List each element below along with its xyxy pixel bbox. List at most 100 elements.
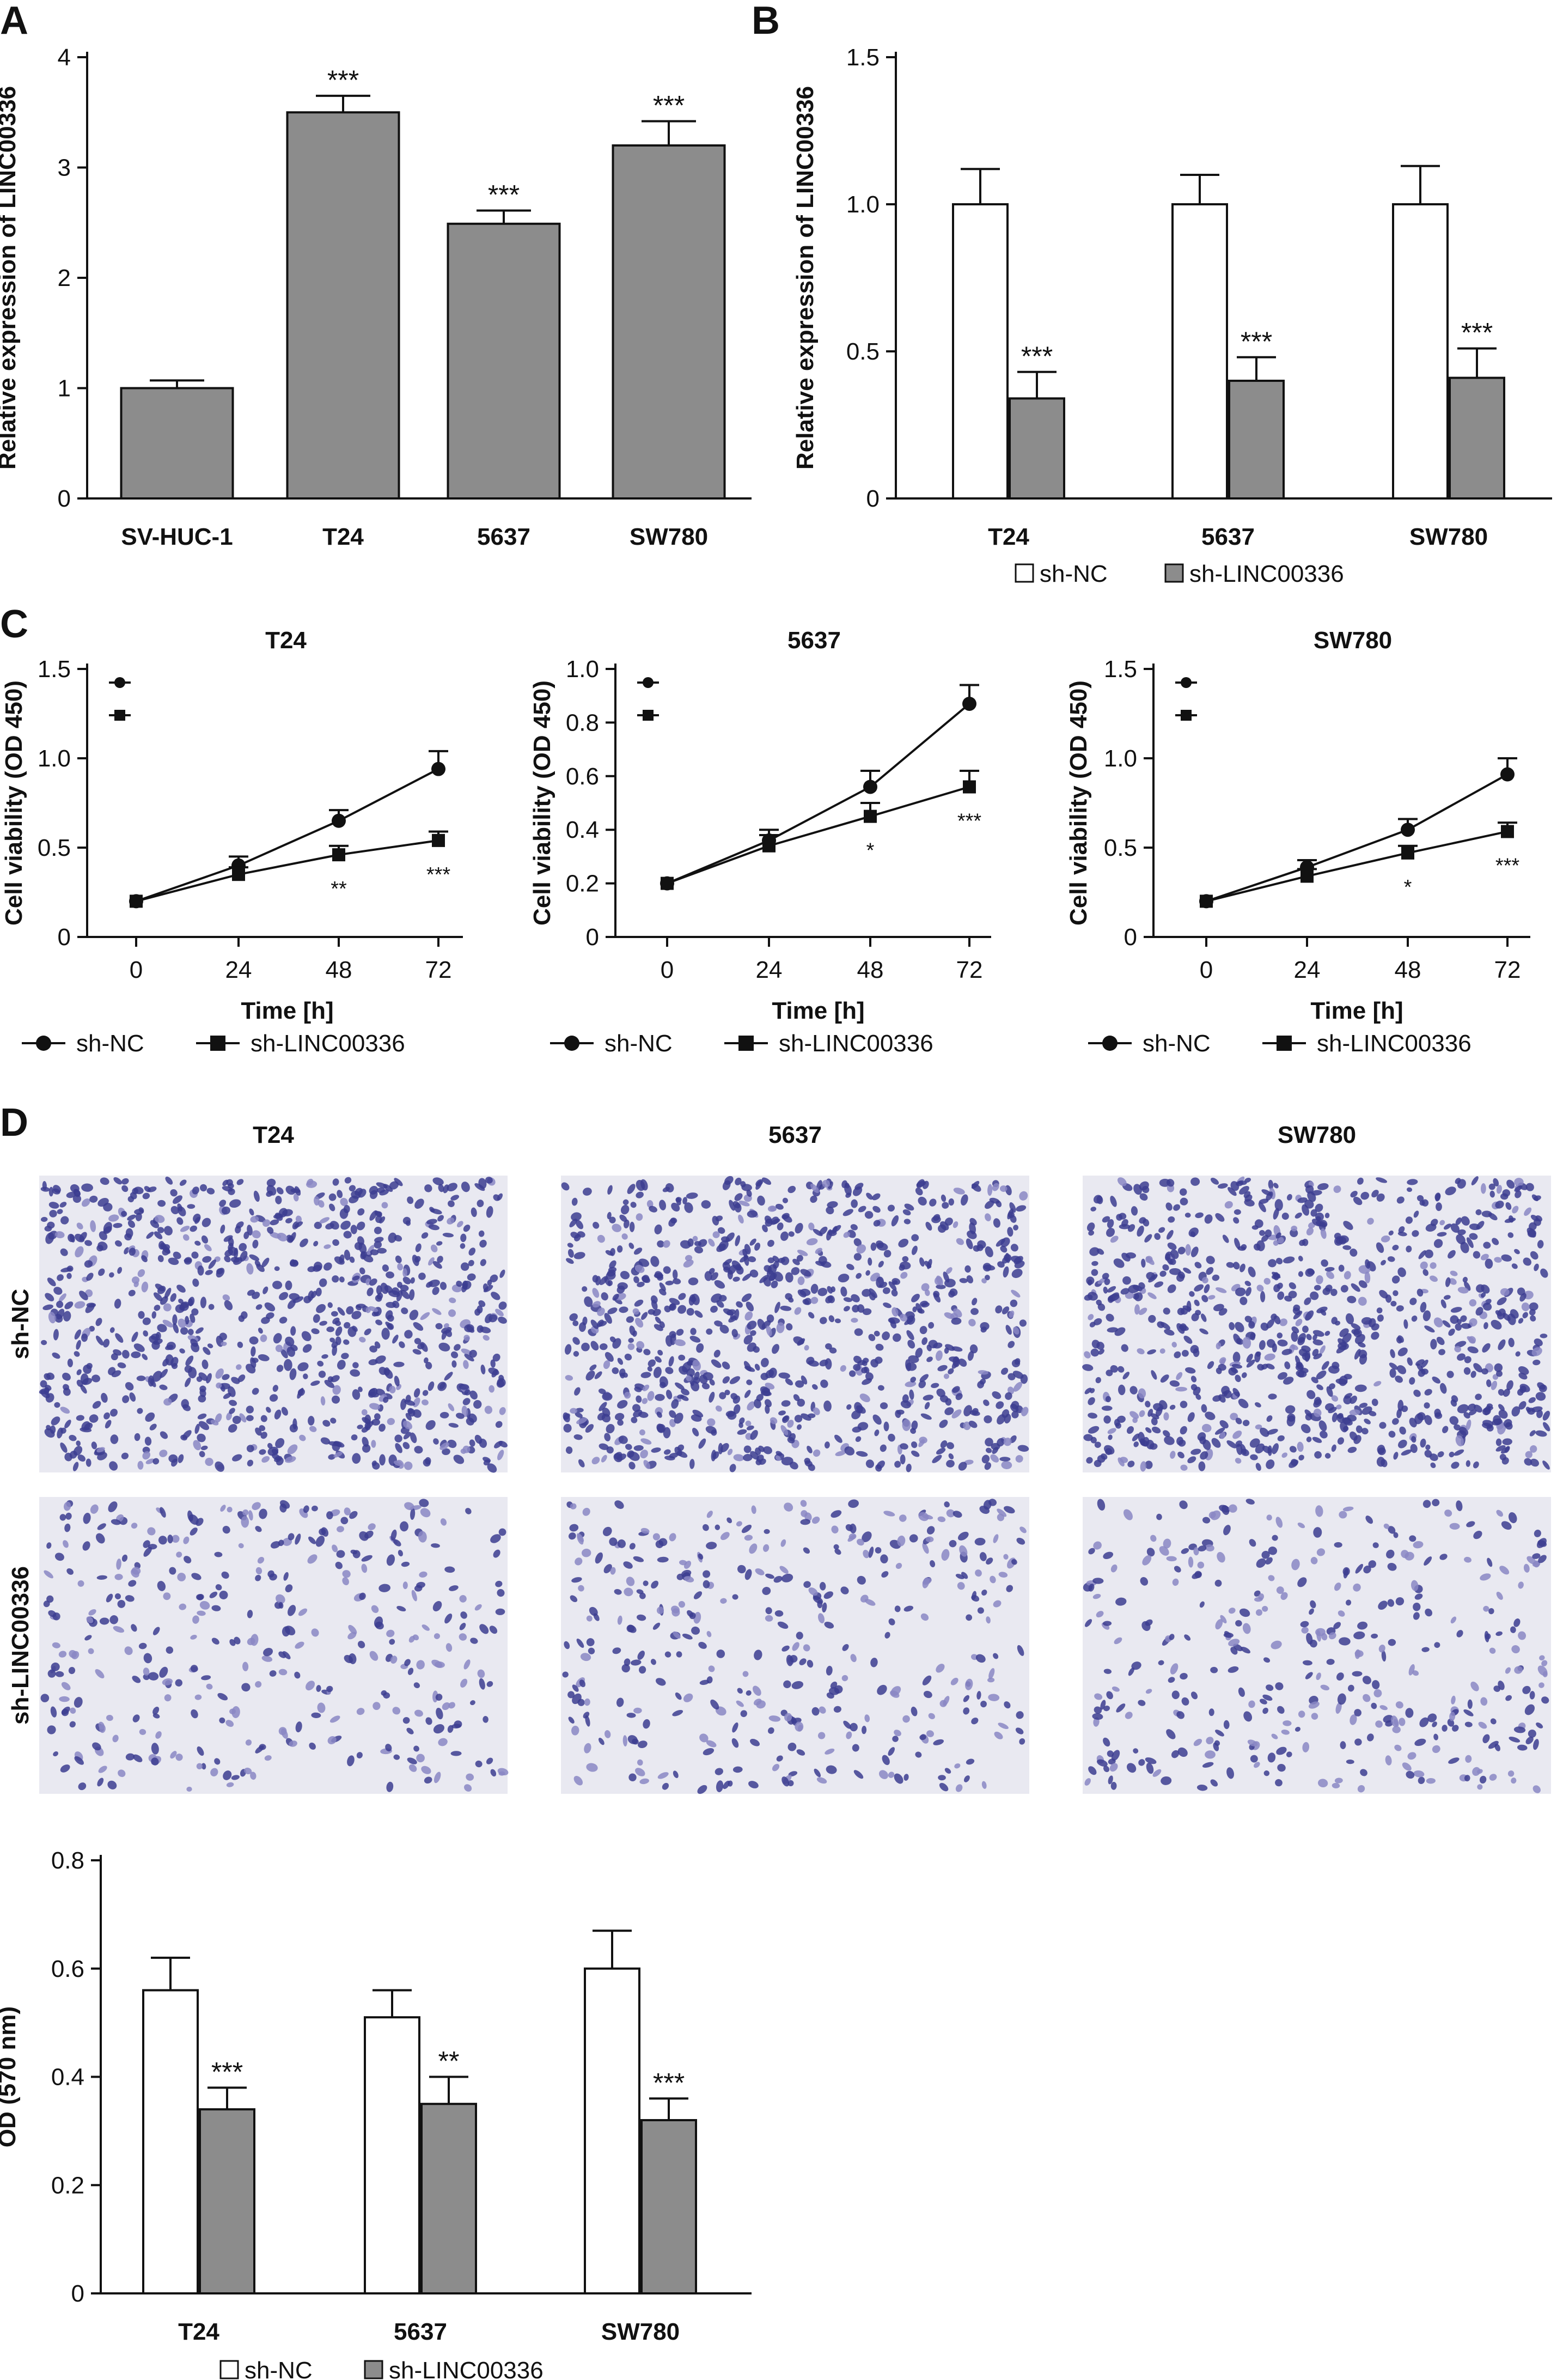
stained-cell — [651, 1580, 659, 1589]
stained-cell — [420, 1508, 431, 1518]
stained-cell — [754, 1649, 762, 1660]
stained-cell — [1498, 1339, 1506, 1350]
stained-cell — [162, 1247, 170, 1256]
stained-cell — [1218, 1308, 1228, 1316]
x-tick-label: 48 — [1395, 957, 1421, 983]
stained-cell — [742, 1273, 752, 1281]
stained-cell — [1449, 1523, 1460, 1530]
stained-cell — [957, 1531, 969, 1541]
stained-cell — [160, 1243, 167, 1250]
stained-cell — [261, 1317, 270, 1324]
stained-cell — [729, 1464, 736, 1472]
stained-cell — [816, 1777, 827, 1784]
stained-cell — [95, 1669, 105, 1678]
stained-cell — [726, 1517, 732, 1524]
stained-cell — [732, 1594, 738, 1600]
stained-cell — [1159, 1348, 1165, 1354]
stained-cell — [627, 1624, 637, 1633]
stained-cell — [1439, 1220, 1445, 1226]
y-tick-label: 1.5 — [38, 656, 71, 683]
stained-cell — [1320, 1220, 1328, 1227]
stained-cell — [1179, 1500, 1188, 1509]
stained-cell — [826, 1765, 837, 1774]
stained-cell — [493, 1194, 500, 1201]
stained-cell — [856, 1451, 868, 1457]
stained-cell — [815, 1261, 825, 1267]
stained-cell — [1165, 1253, 1171, 1261]
stained-cell — [1543, 1422, 1550, 1432]
stained-cell — [775, 1455, 781, 1461]
stained-cell — [1259, 1229, 1265, 1236]
stained-cell — [963, 1707, 970, 1715]
stained-cell — [653, 1366, 662, 1378]
stained-cell — [190, 1313, 196, 1323]
stained-cell — [565, 1375, 573, 1381]
y-tick-label: 3 — [58, 155, 71, 181]
stained-cell — [317, 1360, 324, 1367]
stained-cell — [759, 1458, 766, 1465]
stained-cell — [1177, 1307, 1185, 1316]
stained-cell — [1402, 1762, 1412, 1771]
stained-cell — [997, 1508, 1007, 1517]
stained-cell — [1534, 1195, 1541, 1201]
stained-cell — [772, 1256, 780, 1263]
stained-cell — [202, 1218, 211, 1227]
stained-cell — [787, 1436, 795, 1444]
stained-cell — [582, 1188, 592, 1196]
stained-cell — [569, 1219, 577, 1228]
stained-cell — [1490, 1718, 1497, 1725]
stained-cell — [1392, 1245, 1399, 1251]
stained-cell — [1360, 1191, 1370, 1200]
stained-cell — [1241, 1372, 1247, 1378]
stained-cell — [375, 1294, 382, 1302]
stained-cell — [109, 1615, 119, 1624]
stained-cell — [808, 1360, 819, 1367]
stained-cell — [70, 1234, 75, 1243]
stained-cell — [499, 1269, 505, 1278]
stained-cell — [778, 1410, 786, 1416]
stained-cell — [1201, 1295, 1208, 1302]
stained-cell — [153, 1292, 163, 1301]
stained-cell — [1200, 1451, 1208, 1460]
y-axis-label: Cell viability (OD 450) — [1065, 680, 1092, 926]
stained-cell — [219, 1332, 227, 1341]
stained-cell — [132, 1676, 141, 1683]
stained-cell — [1094, 1706, 1102, 1714]
stained-cell — [958, 1358, 967, 1367]
stained-cell — [925, 1221, 932, 1231]
stained-cell — [1339, 1511, 1347, 1519]
stained-cell — [310, 1380, 320, 1386]
stained-cell — [57, 1209, 63, 1214]
stained-cell — [1139, 1193, 1148, 1201]
stained-cell — [1436, 1336, 1445, 1346]
stained-cell — [222, 1525, 230, 1534]
stained-cell — [925, 1536, 934, 1543]
stained-cell — [125, 1753, 135, 1761]
stained-cell — [332, 1178, 339, 1186]
stained-cell — [1206, 1267, 1214, 1275]
stained-cell — [1261, 1550, 1270, 1559]
stained-cell — [1412, 1230, 1419, 1237]
stained-cell — [865, 1270, 870, 1276]
stained-cell — [295, 1721, 302, 1733]
stained-cell — [1273, 1240, 1279, 1246]
y-tick-label: 0 — [586, 924, 599, 951]
stained-cell — [432, 1177, 444, 1185]
stained-cell — [328, 1441, 340, 1446]
stained-cell — [1336, 1672, 1344, 1681]
stained-cell — [53, 1751, 59, 1757]
stained-cell — [66, 1265, 74, 1272]
stained-cell — [303, 1373, 308, 1379]
stained-cell — [1110, 1196, 1117, 1207]
stained-cell — [888, 1747, 895, 1756]
stained-cell — [568, 1532, 576, 1540]
stained-cell — [442, 1233, 454, 1238]
stained-cell — [151, 1757, 159, 1766]
stained-cell — [846, 1404, 852, 1410]
stained-cell — [1281, 1349, 1292, 1355]
stained-cell — [780, 1231, 789, 1241]
stained-cell — [396, 1290, 403, 1302]
stained-cell — [1354, 1384, 1367, 1392]
stained-cell — [1263, 1657, 1271, 1663]
stained-cell — [370, 1249, 379, 1256]
